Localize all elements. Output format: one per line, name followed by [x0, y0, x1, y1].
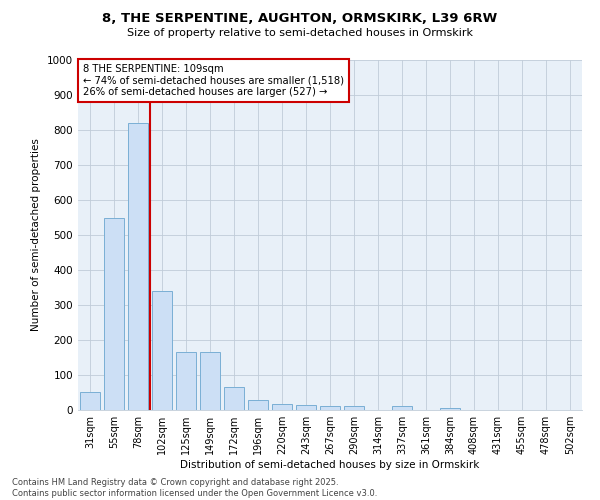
Text: 8 THE SERPENTINE: 109sqm
← 74% of semi-detached houses are smaller (1,518)
26% o: 8 THE SERPENTINE: 109sqm ← 74% of semi-d…	[83, 64, 344, 96]
Bar	[392, 406, 412, 410]
Bar	[296, 405, 316, 410]
Bar	[104, 218, 124, 410]
Bar	[152, 291, 172, 410]
Bar	[320, 406, 340, 410]
Bar	[224, 387, 244, 410]
Bar	[176, 352, 196, 410]
Y-axis label: Number of semi-detached properties: Number of semi-detached properties	[31, 138, 41, 332]
Bar	[248, 400, 268, 410]
Bar	[80, 392, 100, 410]
Bar	[344, 406, 364, 410]
Bar	[272, 404, 292, 410]
Bar	[128, 123, 148, 410]
Text: 8, THE SERPENTINE, AUGHTON, ORMSKIRK, L39 6RW: 8, THE SERPENTINE, AUGHTON, ORMSKIRK, L3…	[103, 12, 497, 26]
Bar	[200, 352, 220, 410]
Bar	[440, 408, 460, 410]
X-axis label: Distribution of semi-detached houses by size in Ormskirk: Distribution of semi-detached houses by …	[181, 460, 479, 470]
Text: Contains HM Land Registry data © Crown copyright and database right 2025.
Contai: Contains HM Land Registry data © Crown c…	[12, 478, 377, 498]
Text: Size of property relative to semi-detached houses in Ormskirk: Size of property relative to semi-detach…	[127, 28, 473, 38]
